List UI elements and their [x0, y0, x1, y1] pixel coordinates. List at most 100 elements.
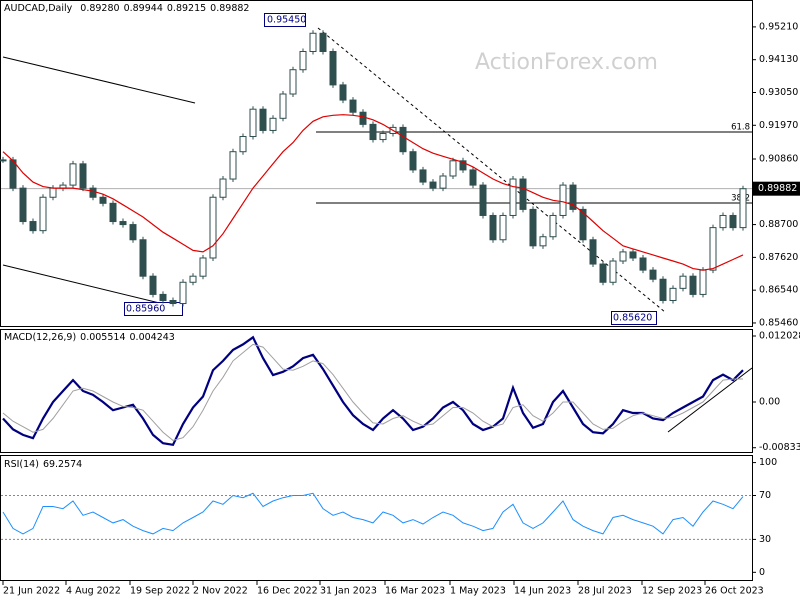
x-tick-label: 21 Jun 2022	[3, 586, 60, 597]
y-tick-label: 0.012028	[759, 331, 800, 342]
candle	[329, 50, 337, 86]
header-item: 0.89882	[210, 3, 249, 14]
x-tick-label: 1 May 2023	[450, 586, 506, 597]
candle	[419, 169, 427, 183]
candle	[39, 196, 47, 232]
y-tick-label: 0.00	[759, 397, 780, 408]
candle	[279, 93, 287, 119]
price-panel	[0, 0, 753, 327]
y-tick-label: 0.88700	[759, 219, 798, 230]
panel-header: RSI(14) 69.2574	[4, 459, 82, 470]
moving-average	[2, 114, 744, 271]
candle	[19, 187, 27, 223]
candle	[99, 196, 107, 204]
header-item: MACD(12,26,9)	[4, 332, 76, 343]
candle	[29, 221, 37, 232]
y-tick-label: 0.95210	[759, 21, 798, 32]
candle	[349, 99, 357, 113]
candle	[629, 251, 637, 259]
candle	[729, 214, 737, 229]
candle	[199, 257, 207, 277]
x-tick-label: 16 Dec 2022	[257, 586, 318, 597]
candle	[549, 214, 557, 238]
candle	[459, 160, 467, 171]
y-tick-label: 30	[759, 534, 771, 545]
header-item: 0.004243	[130, 332, 175, 343]
annotation: 0.85960	[126, 304, 165, 315]
watermark: ActionForex.com	[475, 50, 658, 75]
panel-header: AUDCAD,Daily 0.89280 0.89944 0.89215 0.89882	[4, 3, 249, 14]
header-item: AUDCAD,Daily	[4, 3, 73, 14]
candle	[219, 178, 227, 198]
header-item: 0.89280	[80, 3, 119, 14]
candle	[519, 178, 527, 210]
candle	[129, 224, 137, 241]
header-item: 69.2574	[43, 459, 82, 470]
candle	[49, 187, 57, 198]
candle	[569, 184, 577, 210]
x-tick-label: 16 Mar 2023	[385, 586, 445, 597]
candle	[299, 50, 307, 71]
candle	[179, 281, 187, 305]
candle	[209, 196, 217, 259]
annotation-box	[611, 311, 657, 325]
candle	[119, 221, 127, 226]
header-item: 0.89944	[124, 3, 163, 14]
candle	[249, 108, 257, 138]
candle	[709, 227, 717, 271]
candle	[309, 32, 317, 52]
x-tick-label: 26 Oct 2023	[705, 586, 764, 597]
candle	[229, 151, 237, 180]
candle	[379, 132, 387, 141]
last-price-label: 0.89882	[758, 183, 797, 194]
candle	[699, 269, 707, 295]
candle	[469, 169, 477, 186]
annotation-box	[124, 302, 183, 316]
candle	[599, 263, 607, 283]
x-tick-label: 28 Jul 2023	[578, 586, 632, 597]
candle	[719, 214, 727, 229]
y-tick-label: 70	[759, 490, 771, 501]
candle	[609, 260, 617, 283]
trend-line	[317, 27, 666, 313]
y-tick-label: 0.85460	[759, 317, 798, 328]
channel-line	[2, 56, 196, 104]
candle	[69, 163, 77, 186]
x-tick-label: 31 Jan 2023	[320, 586, 377, 597]
y-tick-label: -0.008331	[759, 442, 800, 453]
candle	[359, 111, 367, 125]
candle	[169, 299, 177, 305]
y-tick-label: 0.90860	[759, 153, 798, 164]
annotation: 0.95450	[267, 15, 306, 26]
candle	[149, 275, 157, 295]
candle	[159, 293, 167, 301]
candle	[649, 269, 657, 280]
candle	[639, 257, 647, 271]
header-item: RSI(14)	[4, 459, 39, 470]
candle	[439, 175, 447, 189]
candle	[449, 160, 457, 177]
candle	[239, 136, 247, 153]
rsi-panel	[0, 455, 753, 581]
y-tick-label: 0.93050	[759, 87, 798, 98]
y-tick-label: 0.94130	[759, 54, 798, 65]
candle	[669, 287, 677, 301]
candle	[619, 251, 627, 262]
candle	[679, 275, 687, 289]
candle	[189, 275, 197, 283]
annotation-box	[264, 13, 306, 27]
candle	[399, 126, 407, 153]
x-tick-label: 4 Aug 2022	[66, 586, 121, 597]
candle	[79, 163, 87, 189]
x-tick-label: 19 Sep 2022	[130, 586, 190, 597]
macd-panel	[0, 329, 753, 453]
header-item: 0.89215	[167, 3, 206, 14]
y-tick-label: 0.86540	[759, 285, 798, 296]
candle	[369, 123, 377, 141]
y-tick-label: 100	[759, 457, 777, 468]
last-price-box	[753, 181, 800, 196]
x-tick-label: 14 Jun 2023	[514, 586, 571, 597]
candle	[339, 84, 347, 101]
